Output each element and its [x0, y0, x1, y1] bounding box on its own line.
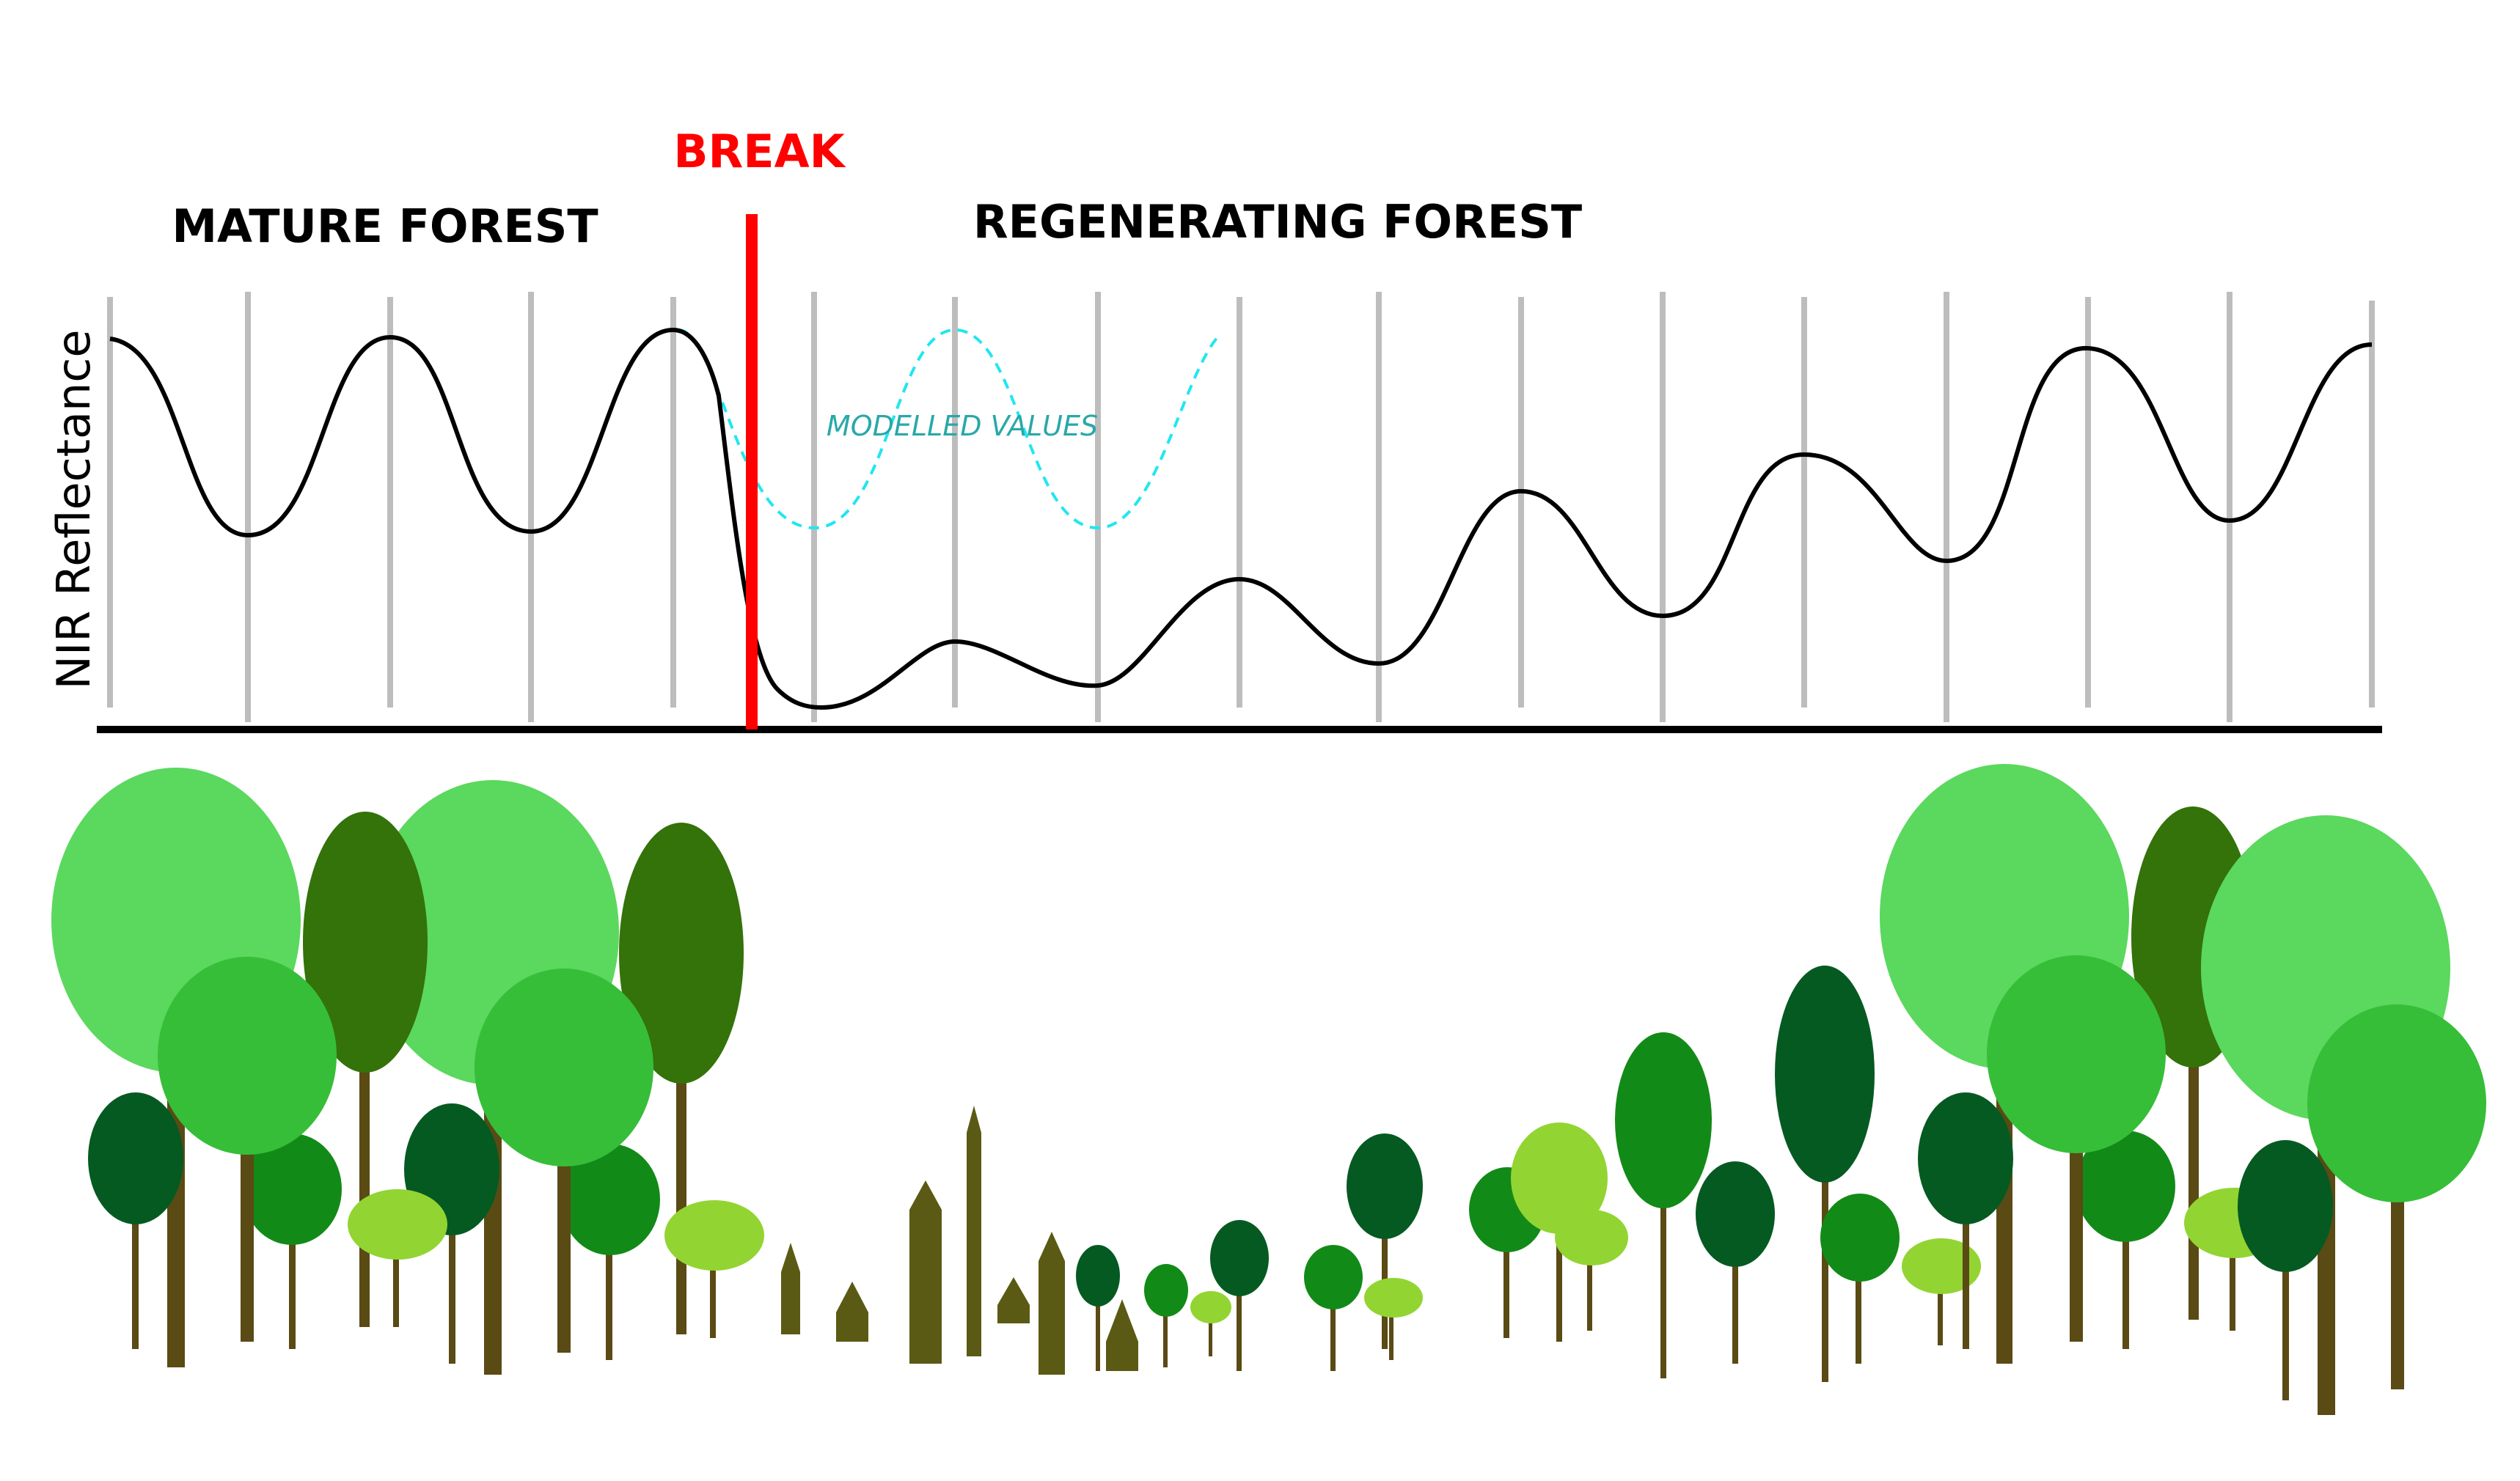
tree-icon — [88, 1092, 183, 1349]
tree-icon — [1076, 1245, 1120, 1371]
modelled-values-label: MODELLED VALUES — [827, 410, 1098, 442]
nir-reflectance-curve — [109, 327, 2373, 710]
sapling-icon — [836, 1282, 868, 1342]
tree-icon — [1304, 1245, 1363, 1371]
tree-icon — [2238, 1140, 2333, 1400]
tree-icon — [1210, 1220, 1269, 1371]
tree-icon — [1696, 1161, 1775, 1364]
tree-icon — [1190, 1291, 1231, 1356]
sapling-icon — [1039, 1232, 1065, 1375]
sapling-icon — [967, 1106, 981, 1356]
tree-icon — [1364, 1278, 1423, 1360]
tree-icon — [1820, 1194, 1900, 1364]
tree-icon — [1987, 955, 2166, 1342]
sapling-icon — [997, 1277, 1030, 1323]
tree-icon — [1144, 1264, 1188, 1367]
tree-icon — [242, 1133, 342, 1349]
tree-icon — [1555, 1210, 1628, 1331]
regenerating-forest-label: REGENERATING FOREST — [973, 195, 1582, 249]
tree-icon — [2076, 1131, 2175, 1349]
tree-icon — [2307, 1004, 2486, 1389]
tree-icon — [475, 969, 653, 1353]
tree-icon — [1918, 1092, 2013, 1349]
tree-icon — [1615, 1032, 1712, 1378]
tree-icon — [560, 1144, 660, 1360]
tree-icon — [1511, 1122, 1608, 1342]
sapling-icon — [1106, 1299, 1138, 1371]
tree-icon — [1775, 966, 1875, 1382]
tree-icon — [664, 1200, 764, 1338]
y-axis-label: NIR Reflectance — [47, 329, 100, 689]
break-label: BREAK — [673, 125, 846, 178]
forest-illustration — [51, 764, 2486, 1415]
tree-icon — [158, 957, 337, 1342]
tree-icon — [348, 1189, 447, 1327]
modelled-values-curve — [678, 328, 1219, 530]
sapling-icon — [909, 1180, 942, 1364]
tree-icon — [1902, 1238, 1981, 1345]
tree-icon — [1347, 1133, 1423, 1349]
gridlines — [107, 292, 2375, 722]
mature-forest-label: MATURE FOREST — [172, 199, 598, 253]
sapling-icon — [781, 1243, 800, 1334]
